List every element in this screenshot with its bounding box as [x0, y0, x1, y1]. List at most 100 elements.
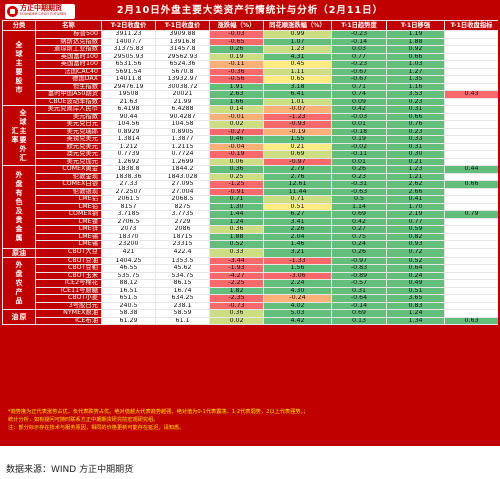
table-row: 美元兑瑞郎 0.8929 0.8905 -0.27 -0.19 -0.18 0.23 [3, 127, 498, 136]
prev2-close: 1838.36 [101, 172, 156, 181]
table-row: 外盘有色及贵金属 COMEX黄金 1838.8 1844.2 0.36 2.79 0.26 1… [2, 165, 498, 249]
table-row: 外盘农产品 CBOT豆油 1404.25 1353.5 -3.44 -1.33 -0.97 0… [2, 256, 498, 310]
prev2-close: 58.38 [101, 309, 156, 318]
ths-change-pct: 1.23 [263, 45, 332, 54]
trend-degree: 0.01 [331, 120, 387, 129]
close-indicator [444, 45, 498, 54]
prev2-close: 651.5 [101, 294, 156, 303]
asset-name: COMEX黄金 [35, 165, 102, 174]
category-label: 外盘农产品 [2, 256, 36, 310]
prev2-close: 29476.19 [101, 82, 156, 91]
column-header: T-1日收盘价 [155, 20, 210, 31]
prev2-close: 1404.25 [101, 256, 156, 265]
trend-degree: -0.11 [331, 150, 387, 159]
ths-change-pct: 0.99 [263, 30, 332, 39]
table-row: 澳元兑美元 0.7739 0.7724 -0.19 0.69 -0.11 0.30 [3, 150, 498, 159]
ths-change-pct: 2.24 [263, 279, 332, 288]
close-indicator [444, 112, 498, 121]
prev1-close: 0.8905 [155, 127, 210, 136]
trend-degree: 0.42 [331, 217, 387, 226]
close-indicator [444, 195, 498, 204]
relative-strength: 0.31 [386, 142, 445, 151]
relative-strength: 0.83 [386, 301, 445, 310]
ths-change-pct: 2.79 [263, 165, 332, 174]
ths-change-pct: 6.41 [263, 90, 332, 99]
trend-degree: -0.64 [331, 294, 387, 303]
prev2-close: 23200 [101, 240, 156, 249]
close-indicator [444, 294, 498, 303]
ths-change-pct: -1.33 [263, 256, 332, 265]
ths-change-pct: -0.07 [263, 105, 332, 114]
prev1-close: 45.62 [155, 264, 210, 273]
trend-degree: -0.23 [331, 60, 387, 69]
ths-change-pct: 1.46 [263, 240, 332, 249]
prev1-close: 1.3877 [155, 135, 210, 144]
asset-name: ICE布油 [35, 316, 102, 325]
relative-strength: 0.64 [386, 264, 445, 273]
relative-strength: 0.66 [386, 52, 445, 61]
category-label: 全球主要外汇汇率 [2, 105, 36, 166]
prev1-close: 1.2115 [155, 142, 210, 151]
relative-strength: 0.33 [386, 135, 445, 144]
asset-name: CBOT大豆 [35, 247, 102, 258]
ths-change-pct: 1.11 [263, 67, 332, 76]
relative-strength: 0.76 [386, 120, 445, 129]
change-pct: -1.93 [209, 264, 264, 273]
prev2-close: 3.7185 [101, 210, 156, 219]
trend-degree: -0.03 [331, 112, 387, 121]
asset-name: 美元兑离岸人民币 [35, 105, 102, 114]
logo-mark-icon [7, 6, 18, 17]
prev1-close: 16.74 [155, 286, 210, 295]
column-header: 分类 [2, 20, 36, 31]
table-row: CBOT玉米 535.75 534.75 -4.27 -3.06 -0.89 0.24 [3, 271, 498, 280]
ths-change-pct: 1.01 [263, 97, 332, 106]
prev2-close: 14011.8 [101, 75, 156, 84]
relative-strength: 3.65 [386, 294, 445, 303]
relative-strength: 1.16 [386, 82, 445, 91]
ths-change-pct: 3.18 [263, 82, 332, 91]
table-row: 富时中国A50期货 19508 20021 2.63 6.41 0.74 3.53 0.43 [3, 90, 498, 99]
change-pct: 0.02 [209, 120, 264, 129]
ths-change-pct: -3.06 [263, 271, 332, 280]
relative-strength: 0.21 [386, 157, 445, 166]
asset-name: 伦敦金现 [35, 172, 102, 181]
change-pct: -0.04 [209, 142, 264, 151]
close-indicator: 0.79 [444, 210, 498, 219]
close-indicator [444, 264, 498, 273]
change-pct: 1.82 [209, 286, 264, 295]
relative-strength: 0.49 [386, 279, 445, 288]
footnote-line: 注：部分标示存在技术与服务原因，相同的价格更新可能存在延迟，请知悉。 [8, 425, 185, 432]
close-indicator: 0.63 [444, 316, 498, 325]
close-indicator [444, 279, 498, 288]
ths-change-pct: 0.51 [263, 202, 332, 211]
prev2-close: 240.5 [101, 301, 156, 310]
prev1-close: 238.1 [155, 301, 210, 310]
prev2-close: 19508 [101, 90, 156, 99]
relative-strength: 0.52 [386, 256, 445, 265]
close-indicator: 0.43 [444, 90, 498, 99]
close-indicator [444, 309, 498, 318]
change-pct: -0.03 [209, 30, 264, 39]
close-indicator [444, 232, 498, 241]
ths-change-pct: 0.69 [263, 150, 332, 159]
table-header-row: 分类 名称 T-2日收盘价 T-1日收盘价 涨跌幅（%） 同花顺涨跌幅（%） T-1日趋势度… [2, 20, 498, 31]
prev1-close: 2729 [155, 217, 210, 226]
asset-name: CBOE波动率指数 [35, 97, 102, 106]
close-indicator [444, 271, 498, 280]
prev2-close: 535.75 [101, 271, 156, 280]
relative-strength: 1.03 [386, 60, 445, 69]
trend-degree: 0.24 [331, 240, 387, 249]
change-pct: 1.88 [209, 232, 264, 241]
table-row: 恒生指数 29476.19 30038.72 1.91 3.18 0.71 1.16 [3, 82, 498, 91]
ths-change-pct: 4.02 [263, 301, 332, 310]
close-indicator [444, 286, 498, 295]
prev1-close: 0.7724 [155, 150, 210, 159]
relative-strength: 1.88 [386, 37, 445, 46]
close-indicator [444, 172, 498, 181]
relative-strength: 2.62 [386, 180, 445, 189]
header-bar: 方正中期期货 FOUNDER CIFCO FUTURES 2月10日外盘主要大类… [2, 2, 498, 20]
asset-name: 英国富时100 [35, 52, 102, 61]
prev1-close: 1844.2 [155, 165, 210, 174]
prev2-close: 27.33 [101, 180, 156, 189]
trend-degree: -0.31 [331, 180, 387, 189]
